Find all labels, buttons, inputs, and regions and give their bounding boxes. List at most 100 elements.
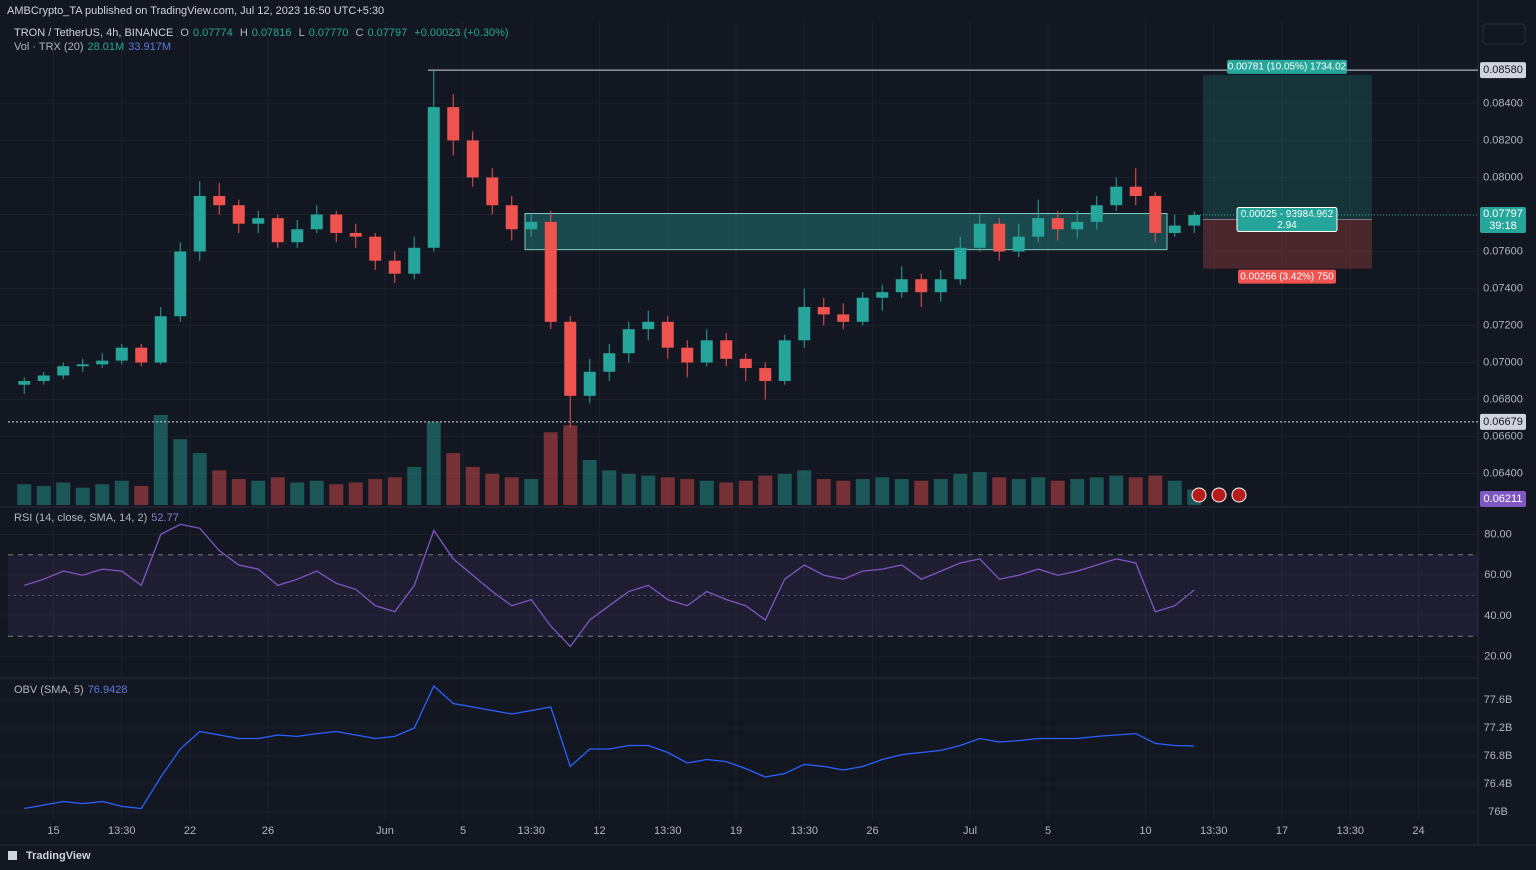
x-tick-label: 13:30	[654, 825, 682, 837]
ohlc-value: 0.07797	[367, 27, 408, 39]
volume-bar	[1031, 477, 1046, 505]
volume-bar	[465, 466, 480, 505]
candle-body	[1188, 215, 1201, 226]
volume-bar	[348, 482, 363, 505]
volume-bar	[134, 485, 149, 505]
candle-body	[193, 195, 206, 252]
obv-legend: OBV (SMA, 5) 76.9428	[14, 684, 131, 696]
price-level-label: 0.06679	[1483, 416, 1523, 428]
candle-body	[954, 247, 967, 280]
target-label-box	[1227, 59, 1347, 74]
candle-body	[505, 205, 518, 230]
event-flag[interactable]	[1211, 487, 1227, 503]
volume-bar	[231, 479, 246, 505]
volume-bar	[446, 453, 461, 505]
volume-bar	[504, 477, 519, 505]
volume-bar	[251, 480, 266, 505]
volume-bar	[1011, 479, 1026, 505]
candle-body	[798, 306, 811, 341]
volume-bar	[543, 432, 558, 505]
candle-body	[817, 306, 830, 315]
volume-bar	[1109, 475, 1124, 505]
target-area	[1203, 74, 1372, 220]
y-tick-label: 0.06400	[1483, 467, 1523, 479]
candle-body	[18, 381, 31, 385]
volume-bar	[17, 484, 32, 505]
logo-mark	[8, 851, 17, 860]
volume-legend: Vol · TRX (20) 28.01M 33.917M	[14, 41, 175, 53]
candle-body	[447, 107, 460, 141]
candle-body	[115, 347, 128, 361]
x-tick-label: 17	[1276, 825, 1288, 837]
volume-bar	[75, 487, 90, 505]
candle-body	[622, 329, 635, 354]
candle-body	[76, 364, 89, 367]
candle-body	[310, 214, 323, 230]
candle-body	[564, 321, 577, 396]
volume-bar	[153, 415, 168, 505]
obv-value: 76.9428	[87, 684, 128, 696]
price-change: +0.00023 (+0.30%)	[414, 27, 509, 39]
x-tick-label: Jul	[963, 825, 977, 837]
volume-bar	[368, 479, 383, 505]
candle-body	[427, 107, 440, 248]
candle-body	[232, 205, 245, 224]
indicator-label: 0.06211	[1484, 493, 1523, 505]
volume-bar	[270, 477, 285, 505]
x-tick-label: 13:30	[1336, 825, 1364, 837]
volume-bar	[992, 477, 1007, 505]
event-flag[interactable]	[1231, 487, 1247, 503]
event-flag[interactable]	[1191, 487, 1207, 503]
candle-body	[291, 229, 304, 243]
volume-bar	[309, 480, 324, 505]
volume-bar	[836, 480, 851, 505]
y-tick-label: 0.06800	[1483, 393, 1523, 405]
settings-button[interactable]	[1482, 23, 1526, 45]
volume-bar	[95, 484, 110, 505]
volume-bar	[114, 480, 129, 505]
candle-body	[486, 177, 499, 206]
volume-bar	[719, 482, 734, 505]
candle-body	[1032, 218, 1045, 237]
volume-bar	[485, 473, 500, 505]
candle-body	[135, 347, 148, 363]
volume-bar	[290, 482, 305, 505]
candle-body	[1168, 225, 1181, 233]
candle-body	[720, 340, 733, 359]
volume-bar	[972, 472, 987, 505]
volume-bar	[387, 477, 402, 505]
x-tick-label: 13:30	[790, 825, 818, 837]
y-tick-label: 0.07200	[1483, 319, 1523, 331]
obv-title: OBV (SMA, 5)	[14, 684, 84, 696]
countdown-label: 39:18	[1489, 220, 1517, 232]
candle-body	[466, 140, 479, 178]
volume-bar	[1089, 477, 1104, 505]
y-tick-label: 76.8B	[1484, 750, 1513, 762]
y-tick-label: 76.4B	[1484, 778, 1513, 790]
y-tick-label: 77.2B	[1484, 722, 1513, 734]
volume-bar	[621, 473, 636, 505]
price-level-box	[1480, 413, 1526, 430]
y-tick-label: 40.00	[1484, 610, 1512, 622]
indicator-box	[1480, 491, 1526, 507]
candle-body	[408, 247, 421, 274]
footer-text: TradingView	[26, 850, 91, 862]
candle-body	[330, 214, 343, 233]
x-tick-label: 22	[184, 825, 196, 837]
volume-bar	[641, 475, 656, 505]
candle-body	[915, 279, 928, 293]
volume-bar	[329, 484, 344, 505]
volume-title: Vol · TRX (20)	[14, 41, 84, 53]
x-tick-label: 10	[1139, 825, 1151, 837]
volume-bar	[1167, 480, 1182, 505]
rsi-title: RSI (14, close, SMA, 14, 2)	[14, 512, 148, 524]
last-price-label: 0.07797	[1483, 208, 1523, 220]
x-tick-label: 19	[730, 825, 742, 837]
candle-body	[934, 279, 947, 293]
ohlc-value: 0.07816	[251, 27, 292, 39]
support-zone	[524, 213, 1168, 251]
volume-bar	[1050, 480, 1065, 505]
candle-body	[271, 218, 284, 243]
candle-body	[1012, 236, 1025, 252]
